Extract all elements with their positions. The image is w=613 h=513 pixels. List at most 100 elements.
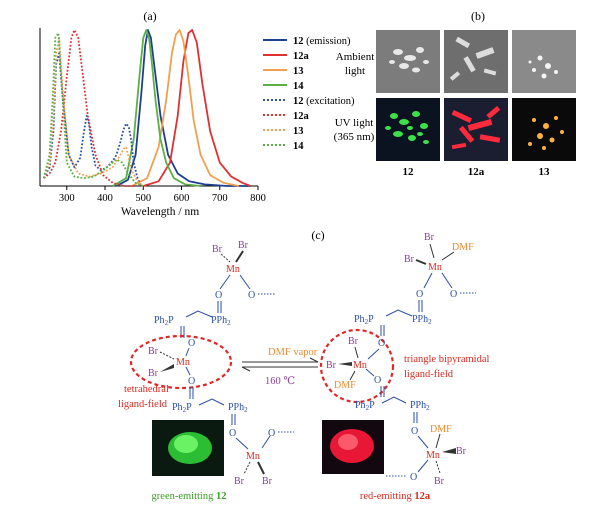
legend-label: 12a xyxy=(293,51,310,62)
caption-green-emitting: green-emitting 12 xyxy=(152,491,227,502)
photo-12-ambient-crystals xyxy=(389,47,429,73)
forward-arrowhead xyxy=(309,357,319,363)
spectra-chart: 300 400 500 600 700 800 Wavelength / nm 12 (e… xyxy=(39,28,355,218)
br-atom: Br xyxy=(148,346,159,357)
legend-label: 13 xyxy=(293,66,304,77)
panel-label-c: (c) xyxy=(311,228,324,242)
uv-label-line1: UV light xyxy=(335,117,374,129)
ethylene-bridge xyxy=(385,309,413,317)
photo-caption-12: 12 xyxy=(403,166,415,178)
bond xyxy=(235,250,244,263)
photo-13-ambient-crystals xyxy=(528,55,558,79)
arrow-label-temperature: 160 ℃ xyxy=(265,376,295,387)
panel-label-b: (b) xyxy=(471,9,485,23)
x-tick-label: 300 xyxy=(59,193,75,204)
bond xyxy=(415,259,427,265)
o-atom: O xyxy=(416,289,423,300)
bond xyxy=(185,366,191,376)
o-atom: O xyxy=(378,338,385,349)
br-atom: Br xyxy=(424,232,435,243)
bond xyxy=(365,368,375,377)
br-atom: Br xyxy=(262,476,273,487)
legend-label: 12a xyxy=(293,111,310,122)
complex-12: Br Br Mn O O PPh2 Ph2P O Mn Br xyxy=(118,240,294,502)
equilibrium-arrows: DMF vapor 160 ℃ xyxy=(241,347,319,387)
br-atom: Br xyxy=(238,240,249,251)
ph2p-group: Ph2P xyxy=(172,402,192,414)
x-axis-label: Wavelength / nm xyxy=(121,206,199,218)
series-line-12-emission xyxy=(116,29,251,187)
legend-label: 14 xyxy=(293,81,304,92)
ethylene-bridge xyxy=(381,396,407,404)
bond xyxy=(441,251,455,261)
bond xyxy=(417,459,429,473)
x-tick-label: 400 xyxy=(97,193,113,204)
bond xyxy=(417,435,429,449)
ph2p-group: Ph2P xyxy=(355,400,375,412)
bond xyxy=(257,461,265,475)
bond xyxy=(423,272,433,289)
mn-atom: Mn xyxy=(176,357,190,368)
ethylene-bridge xyxy=(198,398,225,406)
br-atom: Br xyxy=(212,244,223,255)
bipyramidal-label-line2: ligand-field xyxy=(404,369,454,380)
br-atom: Br xyxy=(348,336,359,347)
photo-12-uv xyxy=(376,98,440,161)
photo-12-ambient xyxy=(376,30,440,93)
panel-label-a: (a) xyxy=(143,9,156,23)
br-atom: Br xyxy=(148,368,159,379)
ambient-label-line2: light xyxy=(345,65,365,77)
tetrahedral-label-line1: tetrahedral xyxy=(124,384,169,395)
pph2-group: PPh2 xyxy=(228,402,248,414)
pph2-group: PPh2 xyxy=(412,314,432,326)
pph2-group: PPh2 xyxy=(211,315,231,327)
o-atom: O xyxy=(411,426,418,437)
photo-12a-ambient xyxy=(444,30,508,93)
o-atom: O xyxy=(188,376,195,387)
photo-13-uv-glow xyxy=(528,116,564,150)
br-atom: Br xyxy=(456,446,467,457)
chart-legend: 12 (emission) 12a 13 14 12 (excitation) 12a 13… xyxy=(263,36,355,152)
dmf-ligand: DMF xyxy=(430,424,452,435)
legend-label: 14 xyxy=(293,141,304,152)
caption-red-emitting: red-emitting 12a xyxy=(360,491,431,502)
dmf-ligand: DMF xyxy=(334,380,356,391)
o-atom: O xyxy=(229,428,236,439)
x-tick-label: 700 xyxy=(212,193,228,204)
legend-label: 13 xyxy=(293,126,304,137)
series-layer xyxy=(42,29,251,187)
o-atom: O xyxy=(188,338,195,349)
bipyramidal-highlight-circle xyxy=(319,328,395,404)
o-atom: O xyxy=(374,375,381,386)
br-atom: Br xyxy=(404,254,415,265)
dmf-ligand: DMF xyxy=(452,242,474,253)
bond xyxy=(220,253,231,263)
series-line-14-emission xyxy=(112,29,201,187)
series-line-14-excitation xyxy=(42,32,144,187)
mn-atom: Mn xyxy=(353,360,367,371)
ethylene-bridge xyxy=(185,310,213,318)
bond xyxy=(354,346,359,359)
o-atom: O xyxy=(215,290,222,301)
br-atom: Br xyxy=(434,476,445,487)
reverse-arrowhead xyxy=(241,366,251,372)
photo-caption-13: 13 xyxy=(539,166,551,178)
series-line-12-excitation xyxy=(43,52,143,187)
photo-12a-ambient-crystals xyxy=(449,36,497,81)
arrow-label-dmf-vapor: DMF vapor xyxy=(268,347,318,358)
bond xyxy=(239,274,251,290)
bond xyxy=(435,460,441,474)
photo-12a-uv-glow xyxy=(451,105,501,150)
bipyramidal-label-line1: triangle bipyramidal xyxy=(404,354,490,365)
bond xyxy=(235,437,249,450)
photo-13-uv xyxy=(512,98,576,161)
wedge-bond xyxy=(442,448,456,454)
series-line-13-excitation xyxy=(42,36,144,187)
photo-panel: Ambient light UV light (365 nm) xyxy=(334,30,576,178)
bond xyxy=(367,348,380,360)
bond xyxy=(441,272,453,289)
bond xyxy=(261,435,271,449)
bond xyxy=(243,461,251,475)
photo-12a-uv xyxy=(444,98,508,161)
